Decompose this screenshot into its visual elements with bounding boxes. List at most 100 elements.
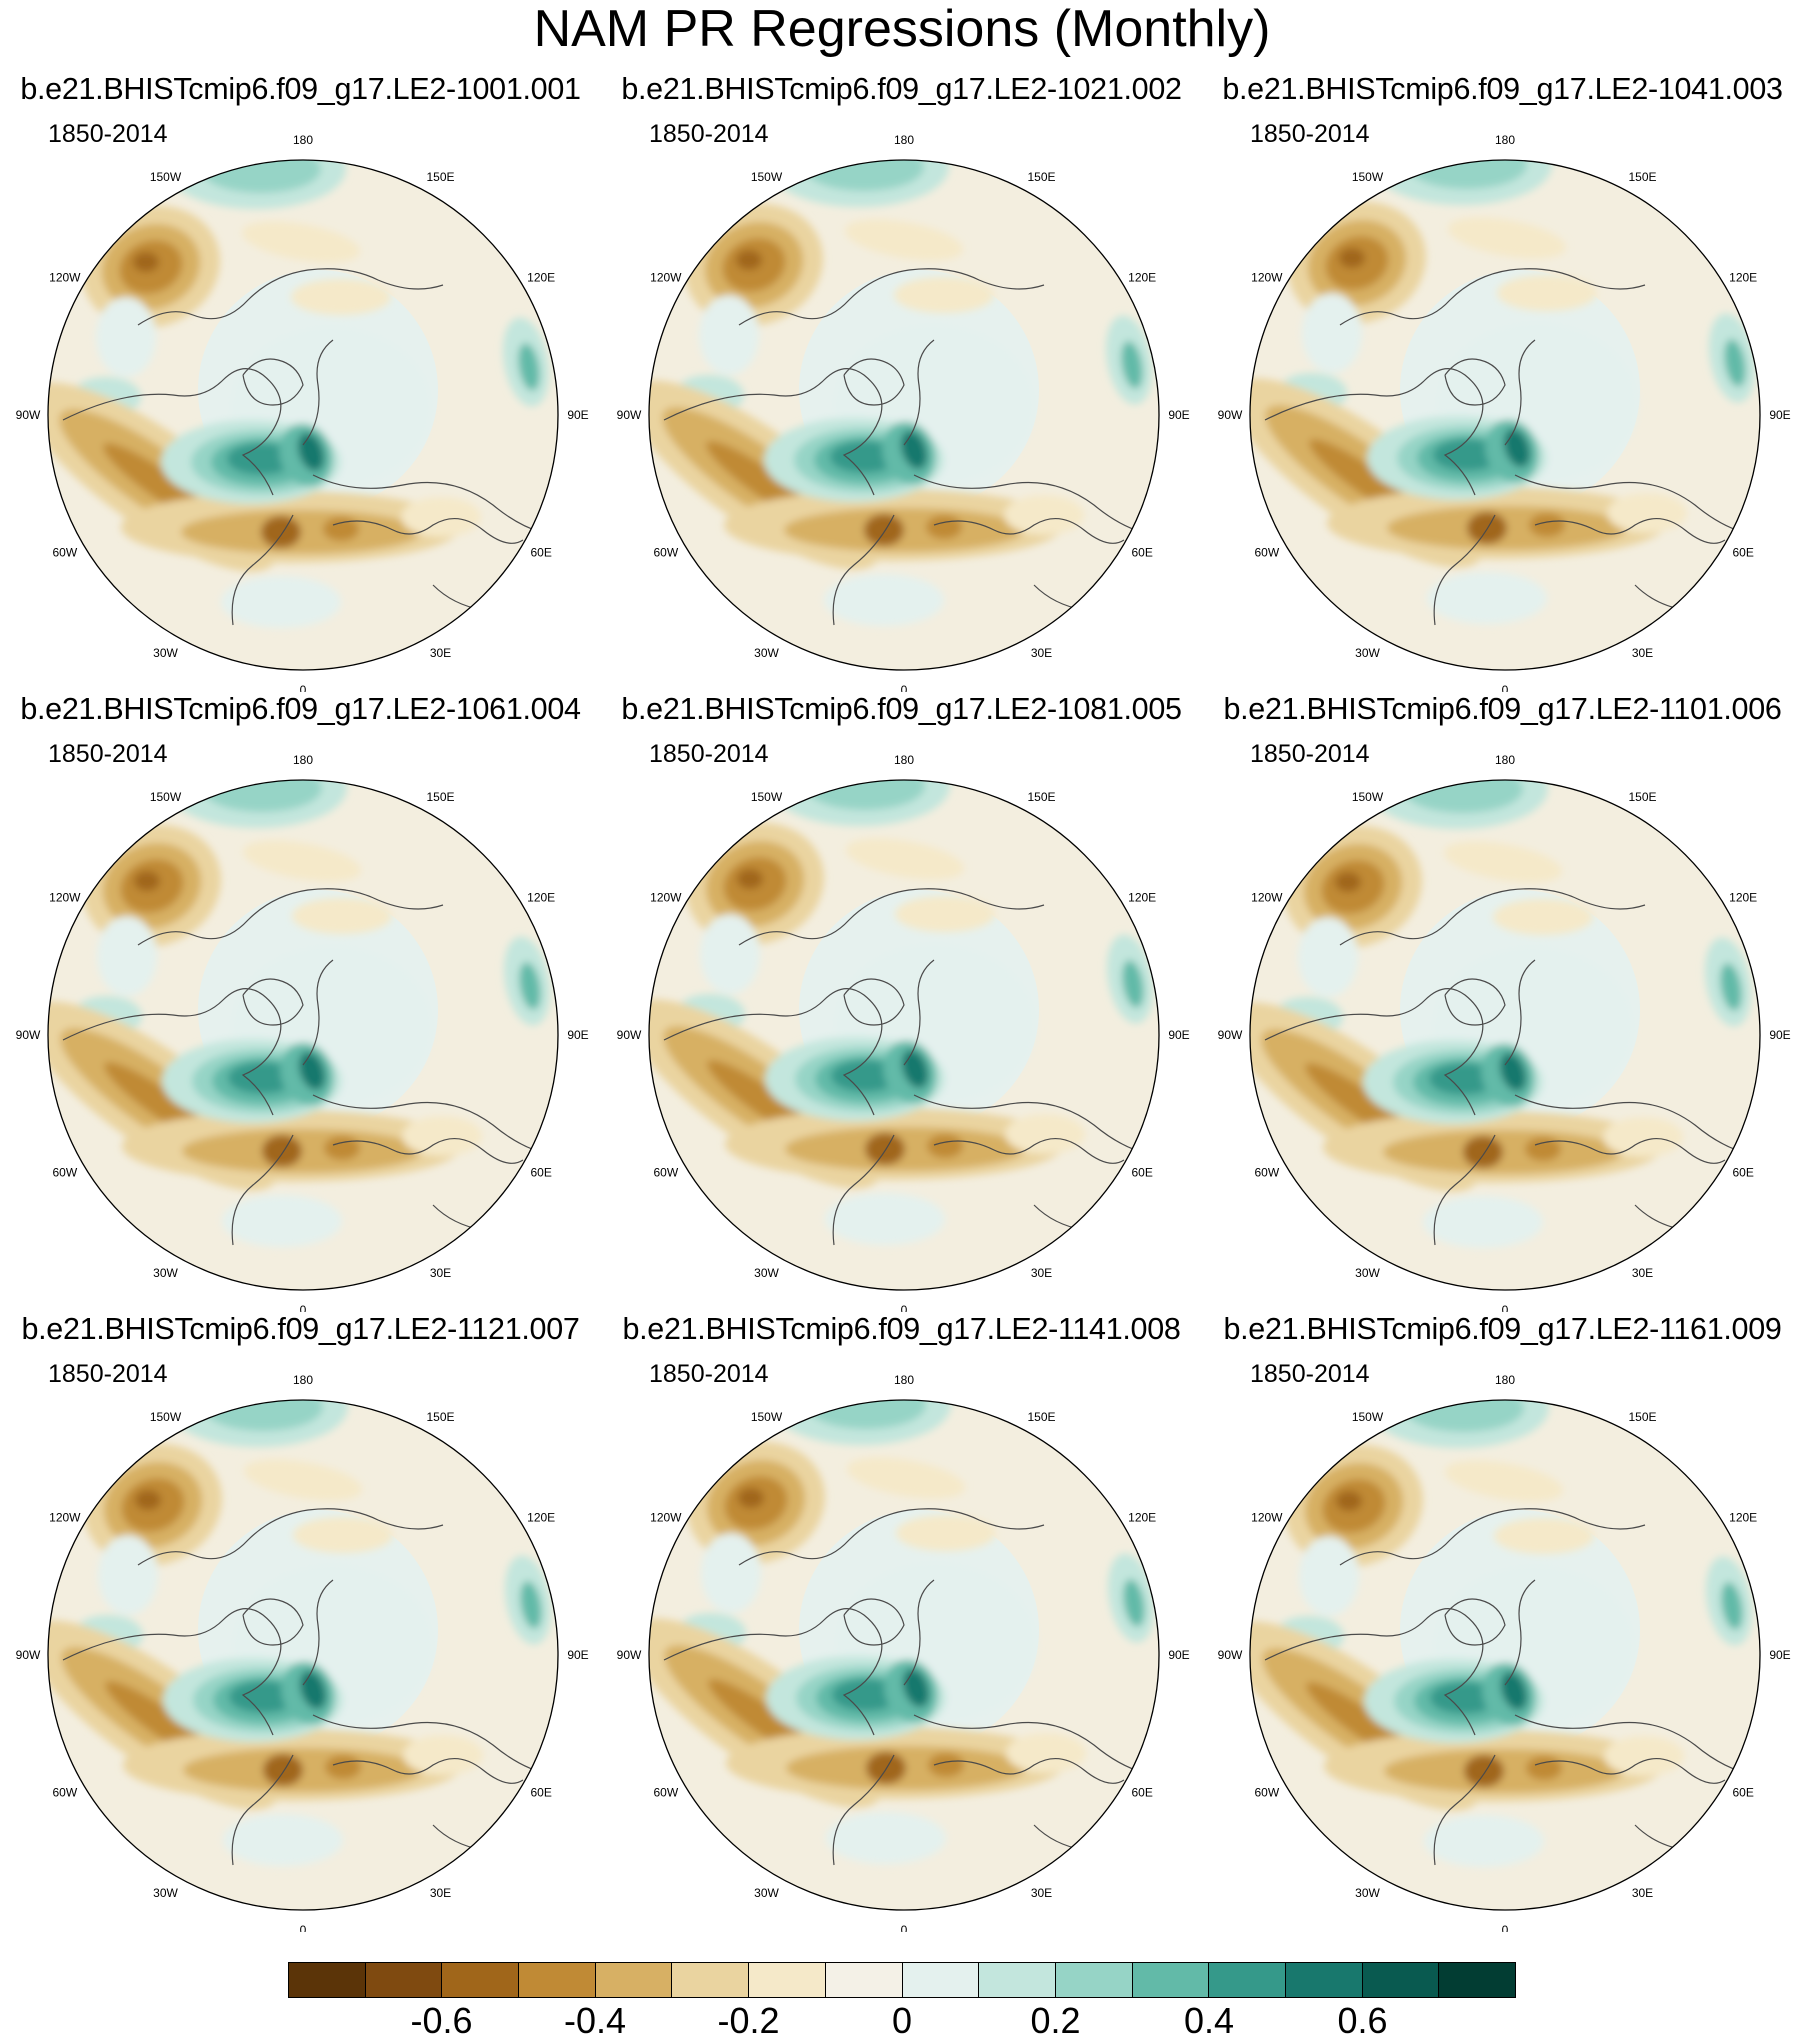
anomaly-contour xyxy=(830,441,898,473)
longitude-label: 90E xyxy=(1168,1028,1189,1042)
anomaly-contour xyxy=(243,1459,363,1501)
longitude-label: 30E xyxy=(430,646,451,660)
longitude-label: 60W xyxy=(653,1166,678,1180)
longitude-label: 60E xyxy=(1131,1166,1152,1180)
anomaly-contour xyxy=(1427,572,1547,624)
panel-title: b.e21.BHISTcmip6.f09_g17.LE2-1101.006 xyxy=(1223,692,1782,726)
anomaly-contour xyxy=(133,252,159,272)
longitude-label: 90W xyxy=(1218,1028,1243,1042)
longitude-label: 30E xyxy=(1632,1886,1653,1900)
longitude-label: 60E xyxy=(1131,1786,1152,1800)
anomaly-contour xyxy=(262,1135,302,1167)
colorbar-cell xyxy=(979,1963,1056,1997)
colorbar-cell xyxy=(289,1963,366,1997)
colorbar-tick-label: 0 xyxy=(891,2000,913,2041)
anomaly-contour xyxy=(1443,841,1563,883)
anomaly-contour xyxy=(1335,872,1361,892)
colorbar-cell xyxy=(365,1963,443,1997)
panel-title: b.e21.BHISTcmip6.f09_g17.LE2-1081.005 xyxy=(621,692,1182,726)
panel-period-label: 1850-2014 xyxy=(48,740,168,768)
panel-title: b.e21.BHISTcmip6.f09_g17.LE2-1001.001 xyxy=(20,72,581,106)
longitude-label: 150W xyxy=(751,790,783,804)
anomaly-contour xyxy=(203,1400,323,1431)
colorbar xyxy=(288,1962,1516,1998)
anomaly-contour xyxy=(401,497,481,537)
anomaly-contour xyxy=(292,898,392,934)
anomaly-contour xyxy=(701,1533,761,1613)
coastlines xyxy=(1264,888,1756,1246)
map-boundary xyxy=(648,779,1160,1291)
anomaly-contour xyxy=(201,160,321,193)
longitude-label: 60W xyxy=(52,546,77,560)
panel-period-label: 1850-2014 xyxy=(1250,1360,1370,1388)
anomaly-contour xyxy=(700,914,760,994)
colorbar-cell xyxy=(1439,1963,1515,1997)
longitude-label: 30W xyxy=(754,1266,779,1280)
anomaly-contour xyxy=(520,1581,542,1629)
panel-title: b.e21.BHISTcmip6.f09_g17.LE2-1161.009 xyxy=(1223,1312,1782,1346)
anomaly-contour xyxy=(1464,1755,1504,1787)
polar-map: 180 150E 120E 90E 60E 30E 0 30W 60W 90W 120W 150W xyxy=(617,133,1190,692)
longitude-label: 180 xyxy=(894,133,914,147)
anomaly-contour xyxy=(926,515,962,539)
anomaly-contour xyxy=(228,1062,296,1094)
longitude-label: 60W xyxy=(1254,546,1279,560)
anomaly-contour xyxy=(1724,339,1746,387)
panel-title: b.e21.BHISTcmip6.f09_g17.LE2-1061.004 xyxy=(20,692,581,726)
anomaly-contour xyxy=(1603,1117,1683,1157)
anomaly-contour xyxy=(928,1753,964,1777)
longitude-label: 120E xyxy=(1729,891,1757,905)
panel-period-label: 1850-2014 xyxy=(1250,740,1370,768)
longitude-label: 180 xyxy=(894,1373,914,1387)
coastlines xyxy=(1264,1508,1756,1866)
longitude-label: 0 xyxy=(300,1303,307,1312)
longitude-label: 30E xyxy=(1632,646,1653,660)
longitude-label: 60E xyxy=(1732,1786,1753,1800)
longitude-label: 90E xyxy=(567,1028,588,1042)
longitude-label: 60E xyxy=(530,1786,551,1800)
longitude-label: 0 xyxy=(1502,683,1509,692)
panel-title: b.e21.BHISTcmip6.f09_g17.LE2-1021.002 xyxy=(621,72,1182,106)
colorbar-tick-label: 0.6 xyxy=(1337,2000,1388,2041)
map-boundary xyxy=(47,779,559,1291)
longitude-label: 0 xyxy=(1502,1303,1509,1312)
longitude-label: 0 xyxy=(300,683,307,692)
map-boundary xyxy=(1249,779,1761,1291)
longitude-label: 60W xyxy=(52,1786,77,1800)
colorbar-cell xyxy=(1055,1963,1133,1997)
longitude-label: 30E xyxy=(1632,1266,1653,1280)
anomaly-contour xyxy=(864,514,904,546)
anomaly-contour xyxy=(1302,293,1362,373)
coastlines xyxy=(663,888,1155,1246)
longitude-label: 120E xyxy=(527,271,555,285)
longitude-label: 120W xyxy=(1251,271,1283,285)
longitude-label: 60W xyxy=(52,1166,77,1180)
longitude-label: 150E xyxy=(1027,170,1055,184)
colorbar-tick-label: 0.2 xyxy=(1030,2000,1081,2041)
polar-map: 180 150E 120E 90E 60E 30E 0 30W 60W 90W 120W 150W xyxy=(1218,133,1791,692)
longitude-label: 150W xyxy=(150,170,182,184)
colorbar-cell xyxy=(672,1963,750,1997)
longitude-label: 90W xyxy=(1218,1648,1243,1662)
longitude-label: 120W xyxy=(49,891,81,905)
anomaly-contour xyxy=(844,219,964,261)
longitude-label: 120E xyxy=(1128,1511,1156,1525)
longitude-label: 30W xyxy=(1355,646,1380,660)
anomaly-contour xyxy=(1404,1400,1524,1432)
anomaly-contour xyxy=(1447,217,1567,259)
anomaly-contour xyxy=(324,1136,360,1160)
map-panel: b.e21.BHISTcmip6.f09_g17.LE2-1061.004 185… xyxy=(0,692,601,1312)
map-boundary xyxy=(1249,159,1761,671)
anomaly-contour xyxy=(1407,160,1527,189)
anomaly-contour xyxy=(831,1060,899,1092)
longitude-label: 180 xyxy=(1495,753,1515,767)
anomaly-contour xyxy=(241,221,361,263)
longitude-label: 150W xyxy=(150,1410,182,1424)
anomaly-contour xyxy=(1424,1815,1544,1867)
anomaly-contour xyxy=(323,517,359,541)
longitude-label: 150E xyxy=(1628,170,1656,184)
anomaly-contour xyxy=(832,1679,900,1711)
longitude-label: 30W xyxy=(153,646,178,660)
longitude-label: 150W xyxy=(150,790,182,804)
longitude-label: 30W xyxy=(754,1886,779,1900)
